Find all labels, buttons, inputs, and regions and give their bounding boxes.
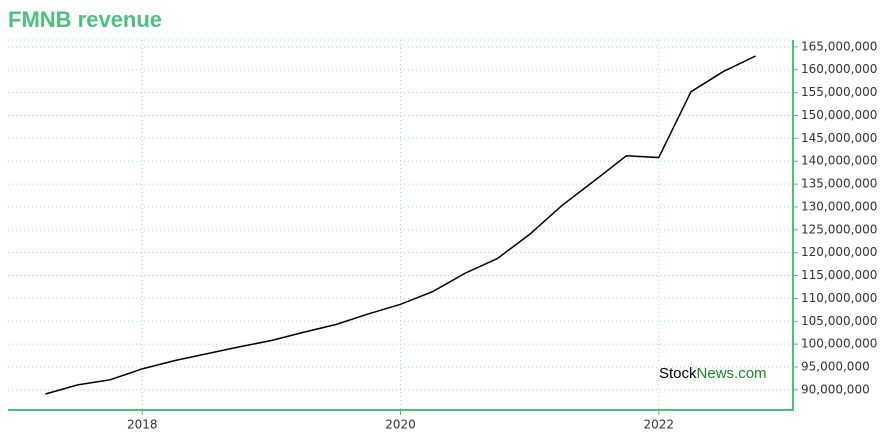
y-tick-label: 135,000,000 [801,177,877,191]
y-tick-label: 145,000,000 [801,131,877,145]
y-tick-label: 125,000,000 [801,222,877,236]
y-tick-label: 95,000,000 [801,360,870,374]
watermark: StockNews.com [659,365,767,382]
y-tick-label: 110,000,000 [801,291,877,305]
y-tick-label: 115,000,000 [801,268,877,282]
y-tick-label: 155,000,000 [801,85,877,99]
y-tick-label: 90,000,000 [801,382,870,396]
watermark-stock: Stock [659,365,697,382]
y-tick-label: 105,000,000 [801,314,877,328]
revenue-line [45,55,756,395]
x-tick-label: 2018 [127,418,158,432]
y-tick-label: 140,000,000 [801,154,877,168]
y-tick-label: 165,000,000 [801,39,877,53]
y-tick-label: 100,000,000 [801,337,877,351]
y-tick-label: 150,000,000 [801,108,877,122]
y-tick-label: 160,000,000 [801,62,877,76]
chart-title: FMNB revenue [8,7,162,32]
x-tick-label: 2020 [385,418,416,432]
y-tick-label: 130,000,000 [801,199,877,213]
x-tick-label: 2022 [643,418,674,432]
watermark-news: News.com [697,365,767,382]
y-tick-label: 120,000,000 [801,245,877,259]
